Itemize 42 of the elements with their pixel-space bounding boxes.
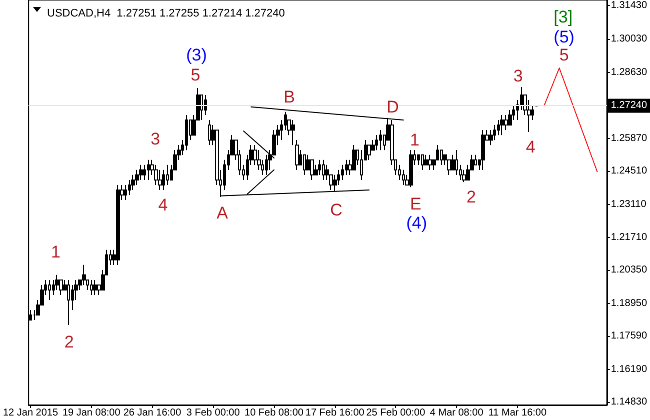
annotation: 3: [150, 130, 160, 148]
annotation: 3: [513, 66, 523, 86]
y-tick-label: 1.14830: [610, 396, 648, 408]
annotation: 5: [559, 46, 569, 64]
annotation: 4: [526, 138, 536, 156]
annotation: 4: [158, 196, 168, 214]
x-tick-label: 4 Mar 08:00: [430, 408, 484, 418]
x-tick-label: 19 Jan 08:00: [62, 408, 121, 418]
annotation: 1: [410, 130, 420, 150]
y-tick-label: 1.20350: [610, 264, 648, 276]
annotation: [3]: [554, 8, 573, 26]
text: USDCAD,H4 1.27251 1.27255 1.27214 1.27240: [47, 8, 285, 20]
x-tick-label: 10 Feb 08:00: [244, 408, 304, 418]
x-tick-label: 17 Feb 16:00: [305, 408, 365, 418]
x-tick-label: 11 Mar 16:00: [488, 408, 547, 418]
y-tick-label: 1.18950: [610, 298, 648, 310]
ref-line-label: 1.27240: [610, 100, 648, 112]
x-tick-label: 12 Jan 2015: [2, 408, 58, 418]
annotation: E: [410, 194, 422, 214]
x-tick-label: 26 Jan 16:00: [123, 408, 182, 418]
annotation: 1: [51, 242, 60, 262]
annotation: A: [216, 204, 229, 222]
annotation: 2: [466, 188, 476, 206]
x-tick-label: 25 Feb 00:00: [366, 408, 426, 418]
y-tick-label: 1.28630: [610, 67, 648, 78]
y-tick-label: 1.23110: [610, 198, 647, 210]
y-tick-label: 1.21710: [610, 232, 648, 244]
annotation: 2: [64, 332, 74, 352]
annotation: (3): [186, 46, 207, 64]
y-tick-label: 1.30030: [610, 34, 648, 45]
y-tick-label: 1.17590: [610, 330, 648, 342]
annotation: (5): [554, 28, 574, 46]
annotation: 5: [190, 66, 200, 84]
y-tick-label: 1.16190: [610, 364, 648, 375]
annotation: D: [386, 98, 399, 116]
annotation: (4): [406, 214, 428, 232]
y-tick-label: 1.24510: [610, 165, 648, 176]
annotation: B: [284, 88, 295, 106]
y-tick-label: 1.31430: [610, 0, 648, 12]
y-tick-label: 1.25870: [610, 132, 648, 144]
annotation: C: [330, 200, 342, 220]
x-tick-label: 3 Feb 00:00: [186, 408, 240, 418]
